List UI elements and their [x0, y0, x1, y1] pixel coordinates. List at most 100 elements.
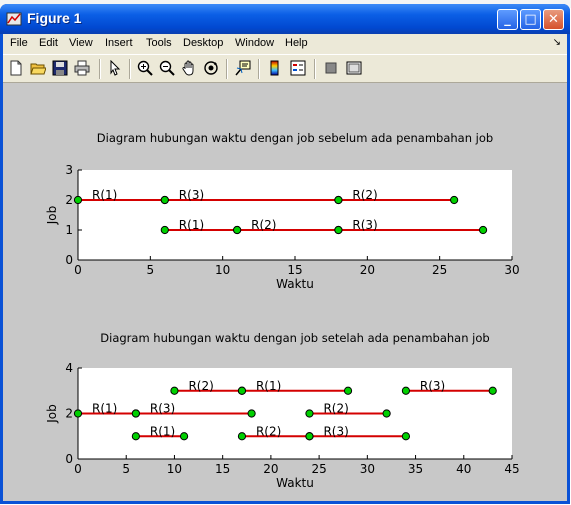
segment-marker — [247, 409, 256, 418]
segment-marker — [401, 432, 411, 441]
segment-marker — [478, 225, 488, 235]
y-tick-label: 2 — [65, 407, 73, 421]
x-tick-label: 5 — [122, 462, 130, 476]
y-tick-label: 0 — [65, 452, 73, 466]
x-tick-label: 20 — [360, 263, 375, 277]
segment-label: R(1) — [92, 188, 117, 202]
segment-marker — [305, 432, 314, 441]
menu-tools[interactable]: Tools — [146, 37, 172, 49]
segment-label: R(3) — [352, 218, 377, 232]
segment-label: R(2) — [323, 402, 348, 416]
segment-marker — [382, 409, 391, 418]
x-tick-label: 30 — [504, 263, 519, 277]
menu-file[interactable]: File — [10, 37, 28, 49]
menu-edit[interactable]: Edit — [39, 37, 58, 49]
x-tick-label: 40 — [456, 462, 471, 476]
segment-marker — [233, 225, 242, 235]
colorbar-icon[interactable] — [267, 60, 283, 76]
segment-marker — [160, 225, 169, 235]
toolbar-separator — [226, 59, 228, 79]
axes-1: 0 5 10 15 20 25 30 0 1 2 3 Diagram hubungan waktu d… — [45, 131, 520, 291]
pan-hand-icon[interactable] — [181, 60, 197, 76]
zoom-in-icon[interactable] — [137, 60, 153, 76]
toolbar-separator — [314, 59, 316, 79]
menu-help[interactable]: Help — [285, 37, 308, 49]
open-folder-icon[interactable] — [30, 60, 46, 76]
menu-window[interactable]: Window — [235, 37, 275, 49]
y-tick-label: 0 — [65, 253, 73, 267]
segment-marker — [488, 386, 497, 395]
x-tick-label: 0 — [74, 462, 82, 476]
maximize-button[interactable]: □ — [520, 9, 541, 30]
segment-marker — [401, 386, 411, 395]
x-axis-label: Waktu — [276, 277, 314, 291]
axes-2: 0 5 10 15 20 25 30 35 40 45 0 2 4 Diagram hubungan wa… — [45, 331, 520, 490]
close-icon: ✕ — [548, 12, 559, 27]
rotate-3d-icon[interactable] — [203, 60, 219, 76]
segment-label: R(2) — [251, 218, 276, 232]
x-tick-label: 35 — [408, 462, 423, 476]
segment-marker — [160, 195, 169, 205]
x-tick-label: 15 — [215, 462, 230, 476]
menu-insert[interactable]: Insert — [105, 37, 133, 49]
print-icon[interactable] — [74, 60, 90, 76]
x-tick-label: 15 — [287, 263, 302, 277]
menu-view[interactable]: View — [69, 37, 93, 49]
data-cursor-icon[interactable] — [235, 60, 251, 76]
toolbar-separator — [258, 59, 260, 79]
y-tick-label: 2 — [65, 193, 73, 207]
menu-bar: File Edit View Insert Tools Desktop Wind… — [3, 34, 567, 54]
maximize-icon: □ — [524, 12, 537, 27]
segment-marker — [131, 432, 140, 441]
select-arrow-icon[interactable] — [107, 60, 123, 76]
segment-marker — [334, 195, 343, 205]
close-button[interactable]: ✕ — [543, 9, 564, 30]
segment-marker — [170, 386, 179, 395]
hide-plot-tools-icon[interactable] — [323, 60, 339, 76]
new-file-icon[interactable] — [8, 60, 24, 76]
segment-label: R(1) — [256, 379, 281, 393]
x-tick-label: 30 — [360, 462, 375, 476]
segment-marker — [450, 195, 459, 205]
dock-arrow-icon[interactable]: ↘ — [552, 37, 561, 48]
save-icon[interactable] — [52, 60, 68, 76]
segment-marker — [179, 432, 189, 441]
toolbar-separator — [99, 59, 101, 79]
minimize-icon: _ — [504, 12, 511, 27]
segment-marker — [343, 386, 353, 395]
legend-icon[interactable] — [290, 60, 306, 76]
segment-marker — [237, 386, 247, 395]
zoom-out-icon[interactable] — [159, 60, 175, 76]
chart-title: Diagram hubungan waktu dengan job sebelu… — [97, 131, 493, 145]
window-title: Figure 1 — [27, 10, 82, 26]
minimize-button[interactable]: _ — [497, 9, 518, 30]
segment-label: R(3) — [179, 188, 204, 202]
x-tick-label: 5 — [147, 263, 155, 277]
figure-window: Figure 1 _ □ ✕ File Edit View Insert Too… — [0, 4, 570, 504]
x-axis-label: Waktu — [276, 476, 314, 490]
segment-marker — [305, 409, 314, 418]
title-bar[interactable]: Figure 1 _ □ ✕ — [0, 4, 570, 34]
toolbar-separator — [129, 59, 131, 79]
y-axis-label: Job — [45, 206, 59, 226]
segment-label: R(2) — [188, 379, 213, 393]
show-plot-tools-icon[interactable] — [346, 60, 362, 76]
figure-canvas: 0 5 10 15 20 25 30 0 1 2 3 Diagram hubungan waktu d… — [3, 83, 567, 501]
x-tick-label: 0 — [74, 263, 82, 277]
segment-label: R(1) — [179, 218, 204, 232]
segment-label: R(3) — [150, 402, 175, 416]
segment-marker — [73, 409, 83, 418]
x-tick-label: 20 — [263, 462, 278, 476]
segment-label: R(3) — [323, 424, 348, 438]
figure-toolbar — [3, 54, 567, 83]
menu-desktop[interactable]: Desktop — [183, 37, 224, 49]
chart-title: Diagram hubungan waktu dengan job setela… — [100, 331, 489, 345]
axes-background — [78, 170, 512, 260]
segment-marker — [73, 195, 83, 205]
y-tick-label: 4 — [65, 361, 73, 375]
segment-marker — [334, 225, 343, 235]
segment-marker — [131, 409, 140, 418]
y-tick-label: 3 — [65, 163, 73, 177]
segment-label: R(1) — [92, 402, 117, 416]
segment-label: R(1) — [150, 424, 175, 438]
